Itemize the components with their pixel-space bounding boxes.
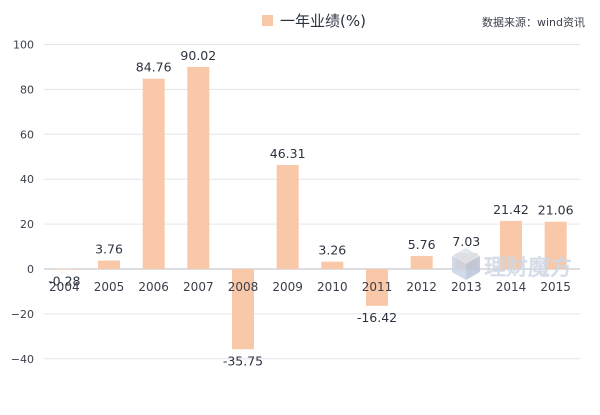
bar-2009 bbox=[276, 165, 299, 269]
legend-label: 一年业绩(%) bbox=[280, 12, 366, 30]
y-tick-label: −40 bbox=[11, 353, 34, 366]
x-tick-label: 2005 bbox=[94, 280, 125, 294]
watermark-text: 理财魔方 bbox=[484, 255, 572, 281]
data-label-2011: -16.42 bbox=[357, 310, 397, 325]
bar-2012 bbox=[410, 256, 433, 269]
x-tick-label: 2009 bbox=[272, 280, 303, 294]
x-tick-label: 2006 bbox=[138, 280, 169, 294]
x-tick-label: 2008 bbox=[228, 280, 259, 294]
source-note: 数据来源：wind资讯 bbox=[482, 15, 585, 29]
bars bbox=[53, 66, 567, 350]
x-tick-label: 2004 bbox=[49, 280, 80, 294]
x-tick-label: 2015 bbox=[540, 280, 571, 294]
bar-2007 bbox=[187, 66, 210, 270]
data-label-2005: 3.76 bbox=[95, 242, 123, 257]
x-axis-ticks: 2004 2005 2006 2007 2008 2009 2010 2011 2012 2013… bbox=[49, 280, 571, 294]
data-label-2006: 84.76 bbox=[136, 60, 172, 75]
bar-2015 bbox=[544, 221, 567, 269]
x-tick-label: 2010 bbox=[317, 280, 348, 294]
grid-lines bbox=[44, 44, 580, 360]
y-tick-label: 60 bbox=[20, 128, 34, 141]
data-label-2008: -35.75 bbox=[223, 353, 263, 368]
data-label-2014: 21.42 bbox=[493, 202, 529, 217]
data-label-2012: 5.76 bbox=[408, 237, 436, 252]
data-label-2004: -0.28 bbox=[48, 274, 80, 289]
data-label-2007: 90.02 bbox=[180, 48, 216, 63]
data-labels: -0.28 3.76 84.76 90.02 -35.75 46.31 3.26 -16.42… bbox=[48, 48, 573, 368]
x-tick-label: 2011 bbox=[362, 280, 393, 294]
y-axis-ticks: 100 80 60 40 20 0 −20 −40 bbox=[11, 39, 34, 366]
x-tick-label: 2014 bbox=[496, 280, 527, 294]
y-tick-label: 80 bbox=[20, 83, 34, 96]
y-tick-label: 100 bbox=[13, 39, 34, 52]
bar-2005 bbox=[98, 260, 120, 269]
cube-logo-icon bbox=[452, 248, 480, 280]
bar-2011 bbox=[366, 269, 388, 306]
data-label-2009: 46.31 bbox=[270, 146, 306, 161]
bar-2004 bbox=[53, 269, 76, 270]
y-tick-label: 0 bbox=[27, 263, 34, 276]
x-tick-label: 2013 bbox=[451, 280, 482, 294]
y-tick-label: 40 bbox=[20, 173, 34, 186]
x-tick-label: 2012 bbox=[406, 280, 437, 294]
y-tick-label: 20 bbox=[20, 218, 34, 231]
bar-2014 bbox=[500, 220, 522, 269]
y-tick-label: −20 bbox=[11, 308, 34, 321]
data-label-2013: 7.03 bbox=[452, 234, 480, 249]
bar-2008 bbox=[232, 269, 254, 350]
data-label-2015: 21.06 bbox=[538, 203, 574, 218]
watermark: 理财魔方 bbox=[452, 248, 572, 281]
legend-swatch bbox=[262, 15, 273, 26]
bar-2010 bbox=[321, 261, 344, 269]
data-label-2010: 3.26 bbox=[318, 243, 346, 258]
x-tick-label: 2007 bbox=[183, 280, 214, 294]
bar-2006 bbox=[142, 78, 165, 269]
legend: 一年业绩(%) bbox=[262, 12, 366, 30]
